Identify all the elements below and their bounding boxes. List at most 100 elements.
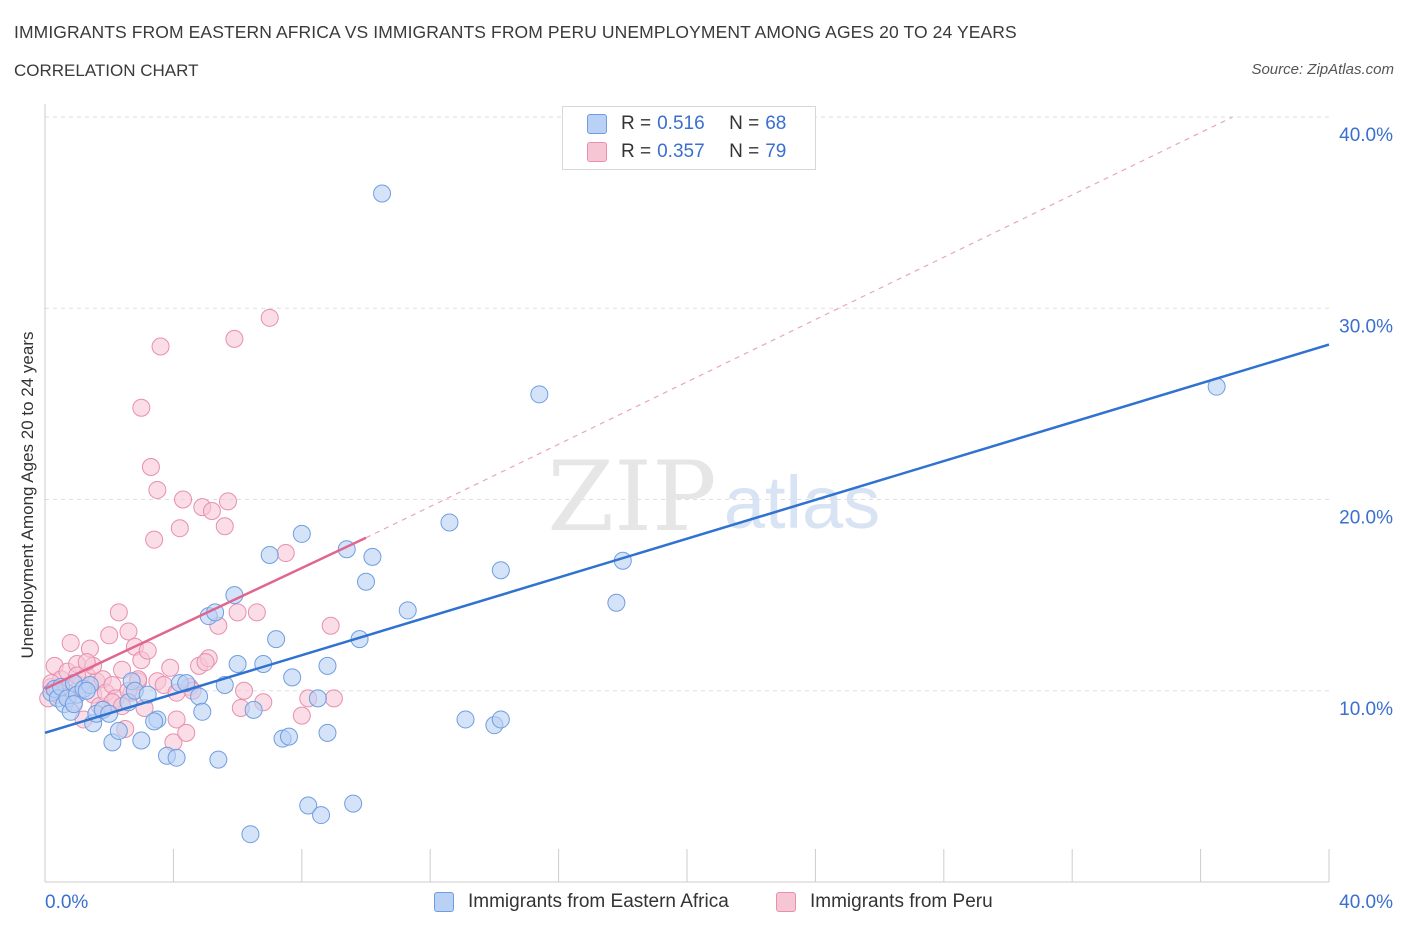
peru-point xyxy=(61,633,80,652)
legend-swatch-blue xyxy=(434,892,454,912)
peru-point xyxy=(235,681,254,700)
peru-point xyxy=(138,641,157,660)
eastern-africa-point xyxy=(138,685,157,704)
peru-point xyxy=(225,329,244,348)
eastern-africa-point xyxy=(398,601,417,620)
peru-point xyxy=(109,603,128,622)
trend-lines xyxy=(44,116,1330,735)
eastern-africa-point xyxy=(279,727,298,746)
watermark-zip: ZIP xyxy=(547,441,716,553)
eastern-africa-point xyxy=(190,687,209,706)
legend-swatch-pink xyxy=(587,142,607,162)
source-label: Source: ZipAtlas.com xyxy=(1251,61,1394,78)
chart-title: IMMIGRANTS FROM EASTERN AFRICA VS IMMIGR… xyxy=(14,22,1017,42)
peru-point xyxy=(132,398,151,417)
eastern-africa-point xyxy=(177,674,196,693)
peru-point xyxy=(151,337,170,356)
n-value: 79 xyxy=(765,141,787,162)
eastern-africa-point xyxy=(228,654,247,673)
peru-point xyxy=(276,544,295,563)
r-value: 0.357 xyxy=(657,141,705,162)
eastern-africa-point xyxy=(308,689,327,708)
peru-point xyxy=(167,710,186,729)
peru-point xyxy=(247,603,266,622)
n-value: 68 xyxy=(765,113,787,134)
legend-stats-row-eastern-africa: R = 0.516 N = 68 xyxy=(587,111,786,137)
eastern-africa-point xyxy=(318,723,337,742)
peru-point xyxy=(161,658,180,677)
eastern-africa-point xyxy=(491,561,510,580)
r-label: R = xyxy=(621,113,652,134)
peru-point xyxy=(177,723,196,742)
peru-point xyxy=(141,457,160,476)
y-tick-label: 20.0% xyxy=(1339,508,1393,529)
eastern-africa-point xyxy=(193,702,212,721)
peru-point xyxy=(196,653,215,672)
peru-point xyxy=(145,530,164,549)
eastern-africa-point xyxy=(491,710,510,729)
eastern-africa-point xyxy=(344,794,363,813)
eastern-africa-point xyxy=(260,545,279,564)
watermark: ZIP atlas xyxy=(547,441,880,553)
peru-point xyxy=(170,519,189,538)
eastern-africa-point xyxy=(530,385,549,404)
peru-point xyxy=(218,492,237,511)
peru-point xyxy=(215,517,234,536)
y-tick-label: 30.0% xyxy=(1339,316,1393,337)
peru-point xyxy=(148,480,167,499)
peru-point xyxy=(119,622,138,641)
tick-labels: 10.0% 20.0% 30.0% 40.0% 0.0% 40.0% xyxy=(45,125,1393,913)
eastern-africa-point xyxy=(167,748,186,767)
eastern-africa-point xyxy=(132,731,151,750)
peru-point xyxy=(260,308,279,327)
eastern-africa-point xyxy=(145,712,164,731)
peru-point xyxy=(202,501,221,520)
peru-point xyxy=(174,490,193,509)
eastern-africa-point xyxy=(109,721,128,740)
r-value: 0.516 xyxy=(657,113,705,134)
peru-point xyxy=(292,706,311,725)
eastern-africa-point xyxy=(607,593,626,612)
n-label: N = xyxy=(729,113,760,134)
legend-label: Immigrants from Peru xyxy=(810,891,993,912)
eastern-africa-point xyxy=(299,796,318,815)
legend-series: Immigrants from Eastern Africa Immigrant… xyxy=(0,888,1406,916)
peru-point xyxy=(321,616,340,635)
watermark-atlas: atlas xyxy=(724,461,880,544)
peru-point xyxy=(100,626,119,645)
y-axis-title: Unemployment Among Ages 20 to 24 years xyxy=(18,331,37,659)
eastern-africa-point xyxy=(363,547,382,566)
eastern-africa-point xyxy=(64,695,83,714)
y-tick-label: 10.0% xyxy=(1339,699,1393,720)
eastern-africa-point xyxy=(244,700,263,719)
r-label: R = xyxy=(621,141,652,162)
y-tick-label: 40.0% xyxy=(1339,125,1393,146)
eastern-africa-point xyxy=(440,513,459,532)
legend-stats-row-peru: R = 0.357 N = 79 xyxy=(587,139,786,165)
eastern-africa-point xyxy=(267,630,286,649)
chart-subtitle: CORRELATION CHART xyxy=(14,61,199,80)
peru-trendline xyxy=(44,536,367,690)
eastern-africa-point xyxy=(373,184,392,203)
legend-swatch-pink xyxy=(776,892,796,912)
eastern-africa-point xyxy=(318,656,337,675)
eastern-africa-point xyxy=(241,825,260,844)
legend-label: Immigrants from Eastern Africa xyxy=(468,891,729,912)
x-tick-label: 0.0% xyxy=(45,892,88,913)
eastern-africa-point xyxy=(77,681,96,700)
peru-trendline-extension xyxy=(365,116,1233,539)
axes xyxy=(44,104,1330,883)
eastern-africa-point xyxy=(312,806,331,825)
x-tick-label: 40.0% xyxy=(1339,892,1393,913)
n-label: N = xyxy=(729,141,760,162)
eastern-africa-point xyxy=(292,524,311,543)
eastern-africa-point xyxy=(209,750,228,769)
legend-swatch-blue xyxy=(587,114,607,134)
legend-stats: R = 0.516 N = 68 R = 0.357 N = 79 xyxy=(562,106,816,170)
eastern-africa-point xyxy=(283,668,302,687)
legend-item-peru[interactable]: Immigrants from Peru xyxy=(776,891,993,913)
eastern-africa-points xyxy=(42,184,1226,844)
legend-item-eastern-africa[interactable]: Immigrants from Eastern Africa xyxy=(434,891,729,913)
peru-point xyxy=(113,660,132,679)
